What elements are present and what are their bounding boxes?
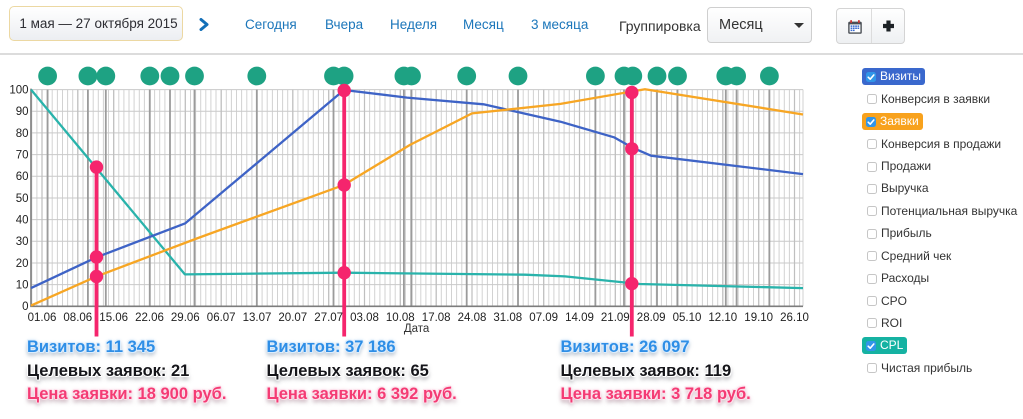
svg-text:01.06: 01.06 [28, 312, 57, 324]
svg-text:31.08: 31.08 [493, 312, 522, 324]
svg-text:24.08: 24.08 [458, 312, 487, 324]
svg-text:21.09: 21.09 [601, 312, 630, 324]
svg-text:30: 30 [16, 236, 29, 248]
svg-text:13.07: 13.07 [243, 312, 272, 324]
svg-text:26.10: 26.10 [780, 312, 809, 324]
svg-text:29.06: 29.06 [171, 312, 200, 324]
svg-text:10: 10 [16, 280, 29, 292]
svg-text:17.08: 17.08 [422, 312, 451, 324]
svg-text:12.10: 12.10 [708, 312, 737, 324]
svg-text:06.07: 06.07 [207, 312, 236, 324]
svg-text:07.09: 07.09 [529, 312, 558, 324]
svg-text:60: 60 [16, 171, 29, 183]
svg-text:100: 100 [9, 85, 28, 97]
svg-text:20.07: 20.07 [278, 312, 307, 324]
svg-text:05.10: 05.10 [673, 312, 702, 324]
svg-text:15.06: 15.06 [99, 312, 128, 324]
svg-text:28.09: 28.09 [637, 312, 666, 324]
svg-text:40: 40 [16, 215, 29, 227]
svg-text:08.06: 08.06 [63, 312, 92, 324]
svg-text:19.10: 19.10 [744, 312, 773, 324]
svg-text:0: 0 [22, 301, 28, 313]
svg-text:90: 90 [16, 106, 29, 118]
svg-text:14.09: 14.09 [565, 312, 594, 324]
svg-text:Дата: Дата [404, 323, 430, 335]
svg-text:80: 80 [16, 128, 29, 140]
svg-text:03.08: 03.08 [350, 312, 379, 324]
svg-text:10.08: 10.08 [386, 312, 415, 324]
svg-text:22.06: 22.06 [135, 312, 164, 324]
svg-text:70: 70 [16, 150, 29, 162]
svg-text:20: 20 [16, 258, 29, 270]
svg-text:50: 50 [16, 193, 29, 205]
svg-text:27.07: 27.07 [314, 312, 343, 324]
